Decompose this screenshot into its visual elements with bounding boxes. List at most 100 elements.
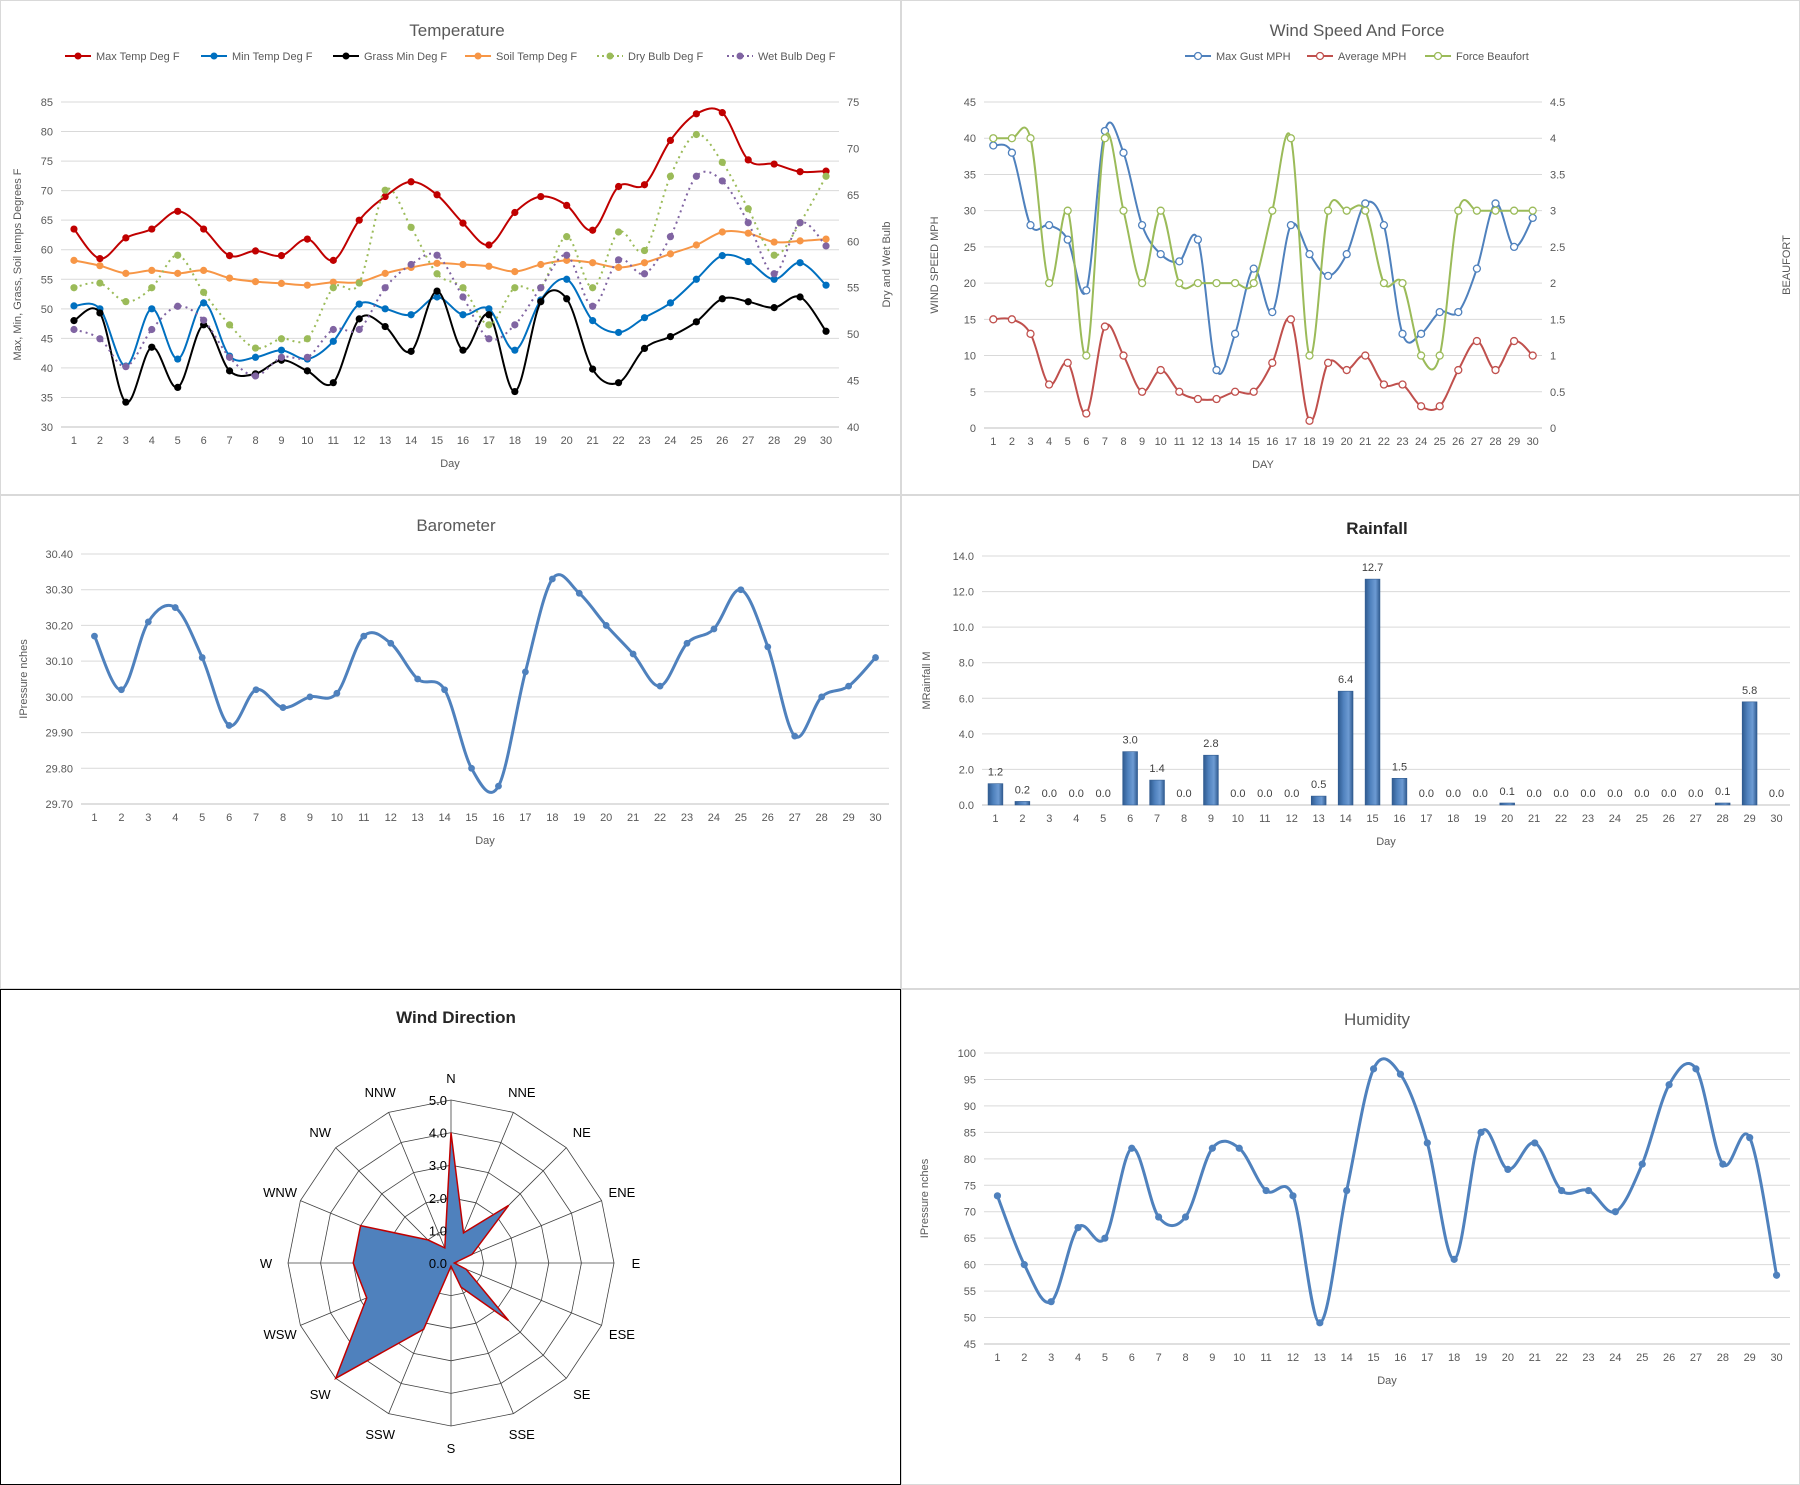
direction-label-nw: NW <box>309 1125 331 1140</box>
y-tick-label: 30.40 <box>45 549 73 561</box>
dry-bulb-deg-f-point <box>692 130 700 139</box>
radial-tick-label: 4.0 <box>429 1126 447 1141</box>
max-gust-mph-point <box>1435 307 1444 317</box>
max-gust-mph-point <box>1249 264 1258 273</box>
x-tick-label: 13 <box>379 435 391 447</box>
force-beaufort-point <box>1230 278 1240 288</box>
x-tick-label: 23 <box>1396 436 1408 448</box>
x-tick-label: 11 <box>328 435 339 447</box>
dry-bulb-deg-f-point <box>614 228 623 236</box>
x-tick-label: 23 <box>638 435 650 447</box>
y2-tick-label: 3.5 <box>1550 169 1565 181</box>
data-label: 0.0 <box>1042 788 1057 800</box>
rainfall-bar <box>1122 751 1138 806</box>
y-tick-label: 50 <box>41 304 53 316</box>
x-tick-label: 16 <box>457 435 469 447</box>
x-tick-label: 19 <box>573 812 585 824</box>
x-tick-label: 16 <box>1394 1352 1406 1364</box>
grass-min-deg-f-point <box>459 346 467 354</box>
max-gust-mph-point <box>1416 329 1426 338</box>
x-tick-label: 24 <box>1609 813 1621 825</box>
force-beaufort-point <box>1472 206 1482 215</box>
x-tick-label: 18 <box>1303 436 1315 448</box>
grass-min-deg-f-point <box>174 383 182 392</box>
x-tick-label: 29 <box>1743 813 1755 825</box>
dry-bulb-deg-f-point <box>303 335 311 343</box>
y-tick-label: 2.0 <box>959 764 974 776</box>
y-tick-label: 55 <box>964 1286 976 1298</box>
max-temp-deg-f-point <box>718 109 726 117</box>
y-tick-label: 15 <box>964 314 976 326</box>
value-point <box>1558 1186 1566 1195</box>
grass-min-deg-f-point <box>770 304 778 312</box>
y2-tick-label: 1 <box>1550 351 1556 363</box>
value-point <box>1101 1234 1109 1242</box>
legend-marker-dry-bulb-deg-f <box>606 52 614 60</box>
x-tick-label: 30 <box>1770 1352 1782 1364</box>
x-tick-label: 15 <box>431 435 443 447</box>
max-temp-deg-f-point <box>200 225 208 233</box>
radial-tick-label: 5.0 <box>429 1093 447 1108</box>
min-temp-deg-f-point <box>407 311 415 319</box>
x-tick-label: 28 <box>1717 1352 1729 1364</box>
y-tick-label: 20 <box>964 278 976 290</box>
grass-min-deg-f-point <box>70 317 78 325</box>
chart-title: Rainfall <box>1346 519 1407 538</box>
value-point <box>1047 1298 1055 1306</box>
x-tick-label: 12 <box>1192 436 1204 448</box>
y2-tick-label: 55 <box>847 283 859 295</box>
value-point <box>629 650 637 658</box>
data-label: 0.1 <box>1500 786 1515 798</box>
x-tick-label: 1 <box>91 812 97 824</box>
max-temp-deg-f-point <box>303 235 311 243</box>
max-temp-deg-f-point <box>537 192 545 201</box>
x-tick-label: 10 <box>1155 436 1167 448</box>
force-beaufort-point <box>1063 206 1072 215</box>
data-label: 0.0 <box>1257 788 1272 800</box>
max-temp-deg-f-point <box>329 256 337 264</box>
wet-bulb-deg-f-point <box>433 251 441 259</box>
x-tick-label: 1 <box>990 436 996 448</box>
legend-label-min-temp-deg-f: Min Temp Deg F <box>232 51 313 63</box>
soil-temp-deg-f-point <box>381 269 389 277</box>
y-tick-label: 65 <box>41 215 53 227</box>
x-tick-label: 10 <box>301 435 313 447</box>
min-temp-deg-f-point <box>563 275 571 283</box>
grass-min-deg-f-point <box>329 379 337 387</box>
y-axis-title: IPressure nches <box>18 639 30 719</box>
soil-temp-deg-f-point <box>251 278 260 286</box>
soil-temp-deg-f-series-line <box>73 230 827 287</box>
radial-tick-label: 0.0 <box>429 1256 447 1271</box>
rainfall-bar <box>1741 701 1758 806</box>
average-mph-point <box>1026 329 1035 338</box>
x-tick-label: 9 <box>1208 813 1214 825</box>
radial-tick-label: 3.0 <box>429 1158 447 1173</box>
x-tick-label: 8 <box>252 435 258 447</box>
soil-temp-deg-f-point <box>303 281 311 289</box>
radial-tick-label: 1.0 <box>429 1223 447 1238</box>
value-point <box>872 654 879 661</box>
legend-label-average-mph: Average MPH <box>1338 51 1406 63</box>
y-tick-label: 85 <box>41 97 53 109</box>
radar-spoke <box>450 1200 602 1264</box>
value-point <box>818 693 826 701</box>
dry-bulb-deg-f-point <box>589 284 597 292</box>
value-point <box>1584 1186 1593 1195</box>
grass-min-deg-f-point <box>355 315 363 323</box>
x-tick-label: 19 <box>1474 813 1486 825</box>
average-mph-point <box>1528 351 1537 360</box>
grass-min-deg-f-point <box>407 347 415 355</box>
max-temp-deg-f-point <box>251 247 260 255</box>
x-tick-label: 4 <box>1046 436 1052 448</box>
x-tick-label: 22 <box>654 812 666 824</box>
value-point <box>1746 1134 1754 1142</box>
x-tick-label: 19 <box>535 435 547 447</box>
x-tick-label: 18 <box>509 435 521 447</box>
x-tick-label: 17 <box>483 435 495 447</box>
average-mph-point <box>1472 336 1482 346</box>
value-point <box>1396 1070 1405 1078</box>
wind-speed-chart: Wind Speed And Force05101520253035404500… <box>929 21 1793 471</box>
y-tick-label: 30.00 <box>45 692 73 704</box>
x-tick-label: 5 <box>1065 436 1071 448</box>
